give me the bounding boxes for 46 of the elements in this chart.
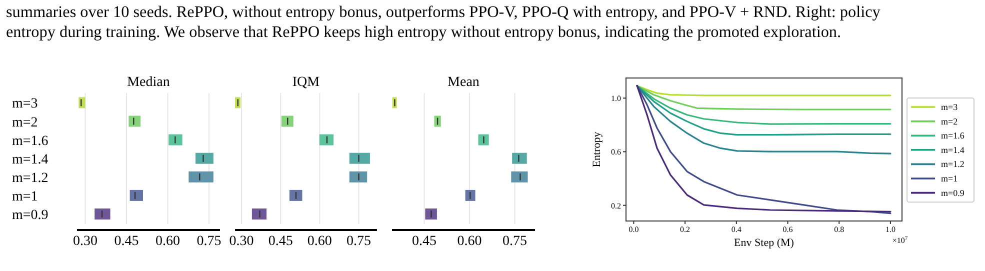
legend-label: m=3 bbox=[941, 102, 958, 112]
legend-label: m=1.6 bbox=[941, 130, 965, 141]
legend-label: m=2 bbox=[941, 116, 958, 126]
x-tick-label: 0.30 bbox=[229, 234, 254, 249]
y-axis-title: Entropy bbox=[591, 131, 603, 168]
x-tick-label: 0.2 bbox=[680, 225, 690, 234]
x-tick-label: 0.60 bbox=[307, 234, 332, 249]
x-tick-label: 0.45 bbox=[114, 234, 139, 249]
y-tick-label: 0.2 bbox=[611, 201, 621, 210]
text: entropy during training. We observe that RePPO keeps high entropy without entropy bonus, indicating the promoted exploration. bbox=[6, 23, 842, 41]
y-tick-label: m=1.4 bbox=[12, 152, 48, 168]
x-tick-label: 0.45 bbox=[412, 234, 437, 249]
chart-title: Mean bbox=[448, 75, 480, 90]
line-series bbox=[636, 84, 892, 125]
y-tick-label: m=1.2 bbox=[12, 170, 48, 186]
x-tick-label: 0.75 bbox=[502, 234, 528, 249]
x-tick-label: 0.30 bbox=[73, 234, 98, 249]
x-tick-label: 1.0 bbox=[885, 225, 896, 234]
x-tick-label: 0.0 bbox=[628, 225, 639, 234]
legend-label: m=1.2 bbox=[941, 159, 964, 170]
y-tick-label: m=0.9 bbox=[12, 208, 48, 223]
chart-title: Median bbox=[127, 75, 170, 90]
text: summaries over 10 seeds. RePPO, without entropy bonus, outperforms PPO-V, PPO-Q with entropy, and PPO-V + RND. Right: policy bbox=[6, 3, 882, 21]
y-tick-label: m=1 bbox=[12, 189, 38, 204]
line-series bbox=[636, 84, 892, 110]
y-tick-label: m=3 bbox=[12, 96, 38, 112]
legend-label: m=1 bbox=[941, 174, 958, 184]
text: ×10$^{7}$ bbox=[892, 236, 908, 245]
line-series bbox=[636, 84, 892, 154]
chart-title: IQM bbox=[292, 75, 320, 90]
x-tick-label: 0.6 bbox=[782, 225, 793, 234]
x-tick-label: 0.60 bbox=[156, 234, 180, 249]
y-tick-label: m=1.6 bbox=[12, 134, 48, 149]
y-tick-label: 1.0 bbox=[611, 94, 621, 104]
y-tick-label: m=2 bbox=[12, 115, 38, 130]
x-tick-label: 0.75 bbox=[196, 234, 222, 249]
x-tick-label: 0.60 bbox=[457, 234, 482, 249]
x-tick-label: 0.45 bbox=[268, 234, 293, 249]
legend-label: m=1.4 bbox=[941, 144, 965, 155]
y-tick-label: 0.6 bbox=[611, 148, 621, 157]
line-series bbox=[636, 84, 892, 96]
x-tick-label: 0.75 bbox=[346, 234, 372, 249]
x-axis-title: Env Step (M) bbox=[734, 237, 794, 249]
legend-label: m=0.9 bbox=[941, 188, 965, 198]
x-tick-label: 0.8 bbox=[834, 225, 844, 234]
x-tick-label: 0.4 bbox=[731, 225, 742, 234]
